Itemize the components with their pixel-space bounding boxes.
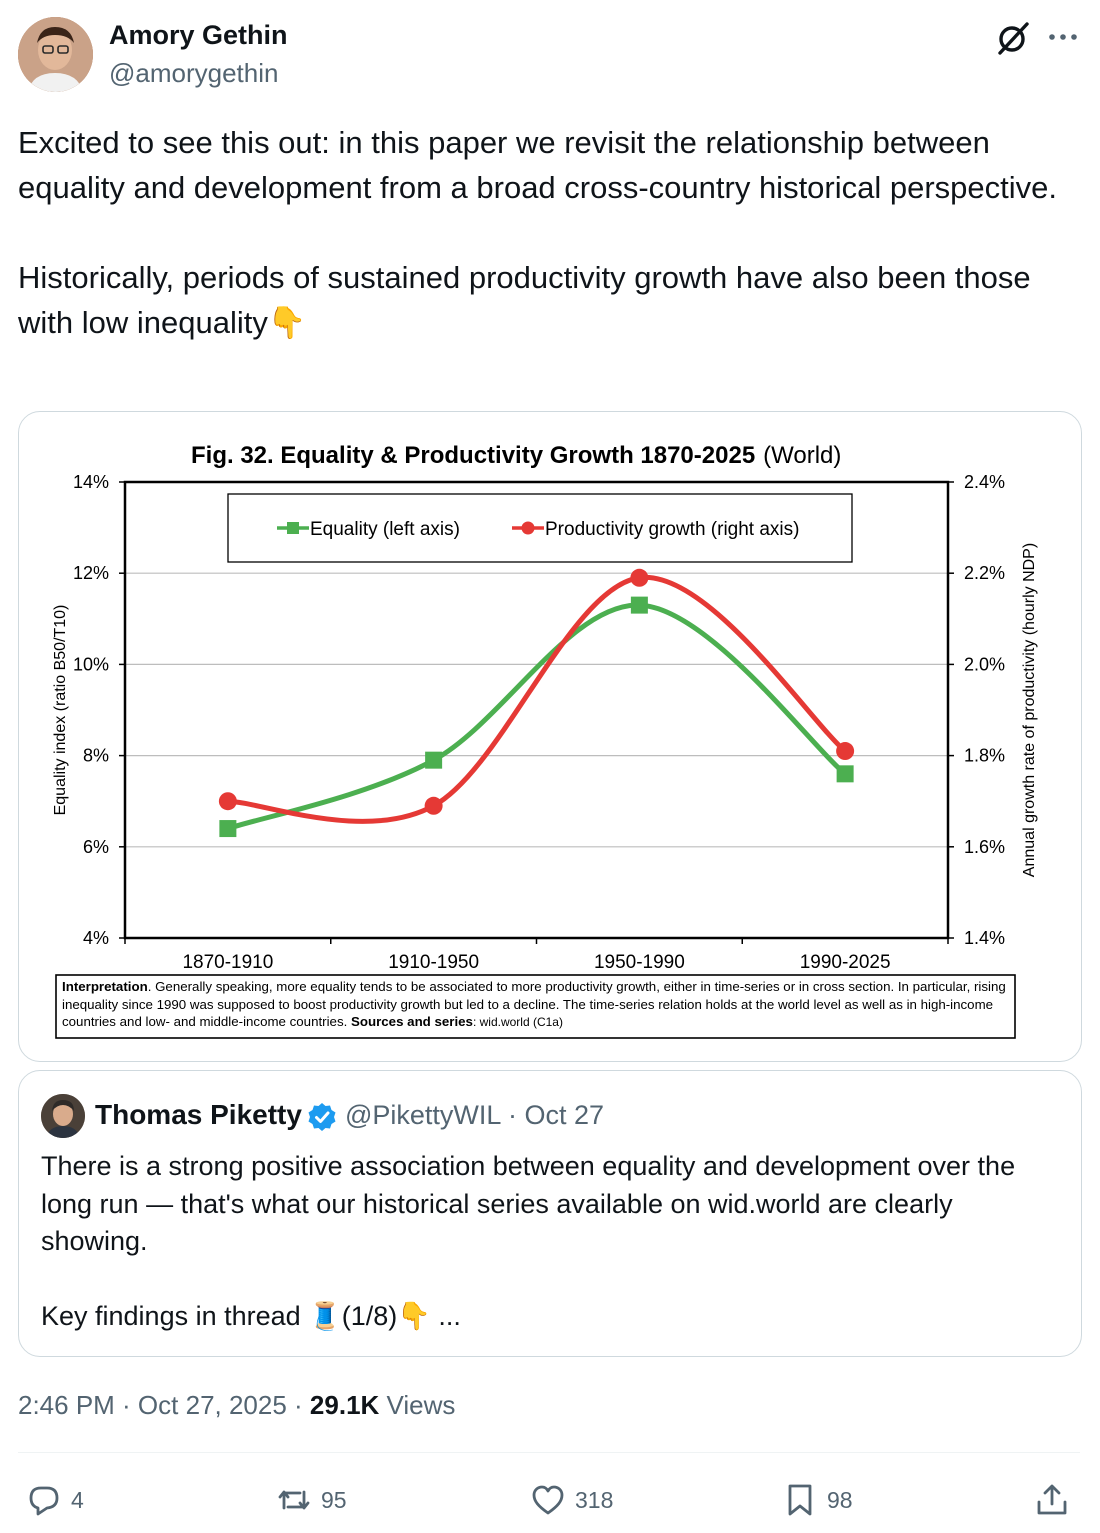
quote-avatar[interactable] <box>41 1094 85 1138</box>
equality-point <box>630 596 648 614</box>
left-tick-label: 8% <box>83 746 109 766</box>
right-axis-label: Annual growth rate of productivity (hour… <box>1021 543 1038 877</box>
left-tick-label: 10% <box>73 654 109 674</box>
x-tick-label: 1870-1910 <box>182 952 273 973</box>
right-tick-label: 2.0% <box>964 654 1005 674</box>
right-tick-label: 1.6% <box>964 837 1005 857</box>
left-tick-label: 12% <box>73 563 109 583</box>
divider <box>18 1452 1080 1453</box>
heart-icon <box>532 1485 564 1515</box>
bookmark-button[interactable]: 98 <box>782 1480 853 1520</box>
quoted-tweet[interactable]: Thomas Piketty @PikettyWIL · Oct 27 Ther… <box>18 1070 1082 1357</box>
quote-text: There is a strong positive association b… <box>41 1151 1016 1331</box>
productivity-point <box>630 568 649 587</box>
quote-handle-date[interactable]: @PikettyWIL · Oct 27 <box>345 1100 604 1131</box>
reply-icon <box>29 1486 59 1516</box>
chart-svg: Fig. 32. Equality & Productivity Growth … <box>52 442 1038 1039</box>
more-options-icon[interactable] <box>1046 22 1080 52</box>
chart-title: Fig. 32. Equality & Productivity Growth … <box>191 442 841 469</box>
right-tick-label: 1.4% <box>964 928 1005 948</box>
bookmark-icon <box>788 1484 812 1516</box>
share-button[interactable] <box>1034 1480 1079 1520</box>
timestamp[interactable]: 2:46 PM · Oct 27, 2025 · <box>18 1390 310 1420</box>
quote-handle: @PikettyWIL <box>345 1100 501 1130</box>
series-line-1 <box>227 575 847 824</box>
reply-button[interactable]: 4 <box>26 1480 84 1520</box>
note-lead: Interpretation <box>62 979 148 994</box>
author-avatar[interactable] <box>18 17 93 92</box>
productivity-point <box>218 792 237 811</box>
legend-item-productivity: Productivity growth (right axis) <box>512 519 799 540</box>
left-axis-label: Equality index (ratio B50/T10) <box>52 605 69 816</box>
chart-title-suffix: (World) <box>763 442 841 469</box>
note-sources-value: : wid.world (C1a) <box>472 1015 563 1029</box>
note-box <box>55 974 1016 1039</box>
repost-button[interactable]: 95 <box>276 1480 347 1520</box>
x-tick-label: 1950-1990 <box>594 952 685 973</box>
repost-count: 95 <box>321 1486 347 1513</box>
chart-image[interactable]: Fig. 32. Equality & Productivity Growth … <box>18 411 1082 1062</box>
equality-point <box>219 820 237 838</box>
repost-icon <box>278 1490 310 1510</box>
quote-date: · Oct 27 <box>507 1100 604 1130</box>
view-count: 29.1K <box>309 1390 380 1420</box>
equality-point <box>425 751 443 769</box>
share-icon <box>1037 1484 1067 1515</box>
left-tick-label: 6% <box>83 837 109 857</box>
grok-icon[interactable] <box>995 20 1031 56</box>
note-sources-label: Sources and series <box>351 1014 473 1029</box>
tweet-meta: 2:46 PM · Oct 27, 2025 · 29.1K Views <box>18 1390 455 1421</box>
x-tick-label: 1910-1950 <box>388 952 479 973</box>
series-line-0 <box>227 602 847 831</box>
like-button[interactable]: 318 <box>530 1480 613 1520</box>
quote-author-name[interactable]: Thomas Piketty <box>95 1099 302 1130</box>
productivity-point <box>424 796 443 815</box>
bookmark-count: 98 <box>827 1486 853 1513</box>
x-tick-label: 1990-2025 <box>800 952 891 973</box>
right-tick-label: 2.4% <box>964 472 1005 492</box>
note-body: . Generally speaking, more equality tend… <box>62 979 1006 1029</box>
verified-badge-icon <box>306 1101 338 1133</box>
reply-count: 4 <box>71 1486 84 1513</box>
right-tick-label: 1.8% <box>964 746 1005 766</box>
right-tick-label: 2.2% <box>964 563 1005 583</box>
equality-point <box>836 765 854 783</box>
tweet-text: Excited to see this out: in this paper w… <box>18 125 1058 340</box>
author-name[interactable]: Amory Gethin <box>109 20 288 50</box>
legend-label-equality: Equality (left axis) <box>310 519 460 540</box>
note-text: Interpretation. Generally speaking, more… <box>62 978 1010 1032</box>
left-tick-label: 14% <box>73 472 109 492</box>
legend-label-productivity: Productivity growth (right axis) <box>545 519 799 540</box>
views-label: Views <box>379 1390 456 1420</box>
legend-item-equality: Equality (left axis) <box>277 519 460 540</box>
productivity-point <box>836 742 855 761</box>
author-handle[interactable]: @amorygethin <box>109 58 279 88</box>
like-count: 318 <box>575 1486 614 1513</box>
left-tick-label: 4% <box>83 928 109 948</box>
